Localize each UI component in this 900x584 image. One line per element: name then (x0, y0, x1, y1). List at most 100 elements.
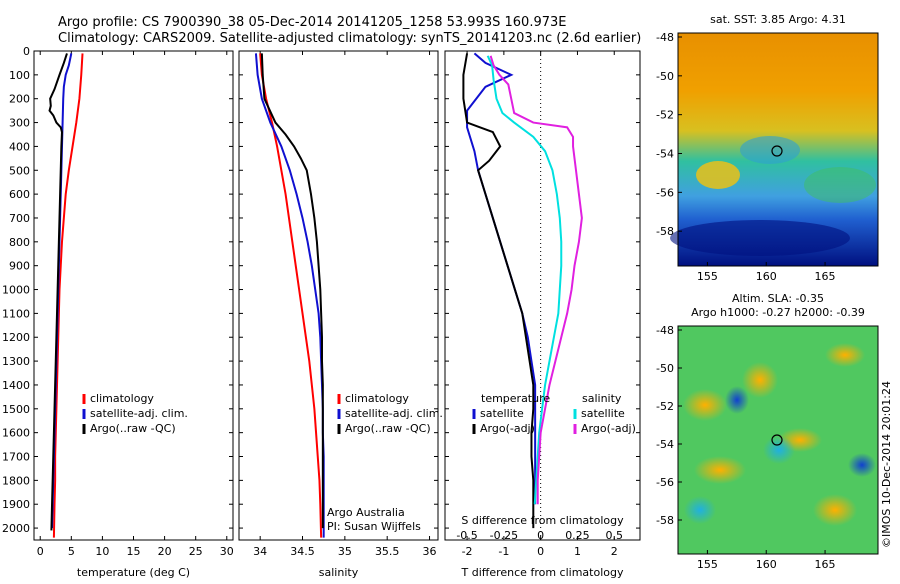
y-tick-label: 300 (9, 117, 30, 130)
y-tick-label: 0 (23, 45, 30, 58)
top-tick-label: 0.25 (565, 529, 590, 542)
sla-map-title1: Altim. SLA: -0.35 (732, 292, 824, 305)
map-x-tick-label: 165 (815, 270, 836, 283)
map-x-tick-label: 165 (815, 558, 836, 571)
credit-text: ©IMOS 10-Dec-2014 20:01:24 (880, 381, 893, 548)
legend-label: Argo(-adj) (480, 422, 535, 435)
top-tick-label: 0 (537, 529, 544, 542)
sla-low-3 (848, 453, 876, 477)
x-axis-label: T difference from climatology (461, 566, 624, 579)
x-tick-label: 1 (574, 545, 581, 558)
x-tick-label: 25 (189, 545, 203, 558)
map-x-tick-label: 155 (697, 270, 718, 283)
map-x-tick-label: 160 (756, 270, 777, 283)
map-y-tick-label: -50 (656, 70, 674, 83)
x-tick-label: 5 (68, 545, 75, 558)
x-tick-label: 34 (253, 545, 267, 558)
y-tick-label: 400 (9, 140, 30, 153)
panel-temperature: 0 5 10 15 20 25 30 temperature (deg C) 0 100 200 30… (2, 45, 234, 579)
legend-label: satellite (581, 407, 625, 420)
y-tick-label: 600 (9, 188, 30, 201)
y-tick-label: 900 (9, 260, 30, 273)
sst-map-title: sat. SST: 3.85 Argo: 4.31 (710, 13, 846, 26)
sla-map: Altim. SLA: -0.35 Argo h1000: -0.27 h200… (656, 292, 879, 571)
x-axis-label: salinity (319, 566, 359, 579)
sla-low-2 (763, 436, 795, 464)
legend-label: Argo(..raw -QC) (90, 422, 176, 435)
y-tick-label: 800 (9, 236, 30, 249)
header-line1: Argo profile: CS 7900390_38 05-Dec-2014 … (58, 15, 566, 30)
x-tick-label: 15 (127, 545, 141, 558)
map-y-tick-label: -56 (656, 186, 674, 199)
map-y-tick-label: -52 (656, 109, 674, 122)
legend-label: climatology (345, 392, 409, 405)
top-tick-label: 0.5 (605, 529, 623, 542)
y-tick-label: 1600 (2, 427, 30, 440)
legend-label: satellite (480, 407, 524, 420)
sla-map-frame (677, 325, 879, 555)
y-tick-label: 1500 (2, 403, 30, 416)
series-line (462, 53, 535, 529)
top-tick-label: -0.25 (490, 529, 518, 542)
map-x-tick-label: 160 (756, 558, 777, 571)
sla-high-2 (742, 362, 778, 398)
map-y-tick-label: -56 (656, 476, 674, 489)
y-tick-label: 1800 (2, 474, 30, 487)
sst-map-frame (677, 32, 879, 267)
series-line (489, 55, 583, 505)
x-tick-label: 35 (338, 545, 352, 558)
x-tick-label: 2 (611, 545, 618, 558)
y-tick-label: 2000 (2, 522, 30, 535)
legend-label: satellite-adj. clim. (90, 407, 188, 420)
sst-argo-marker (771, 145, 783, 157)
series-line (52, 53, 84, 538)
annotation-text: PI: Susan Wijffels (327, 520, 421, 533)
sla-high-5 (825, 343, 865, 367)
sst-warm-eddy (696, 161, 740, 189)
sst-map-axes: -48 -50 -52 -54 -56 -58 155 160 165 (656, 31, 836, 283)
x-tick-label: 30 (220, 545, 234, 558)
legend-label: temperature (481, 392, 550, 405)
legend-label: satellite-adj. clim. (345, 407, 443, 420)
legend-label: salinity (582, 392, 622, 405)
series-line (486, 55, 563, 505)
map-y-tick-label: -48 (656, 31, 674, 44)
sst-green-patch (804, 167, 876, 203)
y-tick-label: 1100 (2, 307, 30, 320)
x-tick-label: 20 (158, 545, 172, 558)
sla-argo-marker (771, 434, 783, 446)
y-tick-label: 1900 (2, 498, 30, 511)
sla-high-3 (694, 456, 746, 484)
legend-label: Argo(-adj) (581, 422, 636, 435)
sst-cool-patch (740, 136, 800, 164)
sla-high-6 (813, 494, 857, 526)
panel-salinity: 34 34.5 35 35.5 36 salinity climatology satelli… (238, 50, 443, 579)
sla-map-title2: Argo h1000: -0.27 h2000: -0.39 (691, 306, 865, 319)
x-tick-label: -2 (462, 545, 473, 558)
panel-difference: -2 -1 0 1 2 T difference from climatology S di… (444, 50, 641, 579)
map-y-tick-label: -54 (656, 438, 674, 451)
y-tick-label: 1300 (2, 355, 30, 368)
annotation-text: Argo Australia (327, 506, 405, 519)
x-tick-label: 10 (95, 545, 109, 558)
y-tick-label: 700 (9, 212, 30, 225)
map-y-tick-label: -48 (656, 324, 674, 337)
x-axis-label: temperature (deg C) (77, 566, 190, 579)
sla-map-axes: -48 -50 -52 -54 -56 -58 155 160 165 (656, 324, 836, 571)
map-y-tick-label: -58 (656, 225, 674, 238)
y-tick-label: 1000 (2, 284, 30, 297)
series-line (48, 53, 68, 531)
x-tick-label: 0 (537, 545, 544, 558)
x-tick-label: -1 (498, 545, 509, 558)
legend-label: Argo(..raw -QC) (345, 422, 431, 435)
map-y-tick-label: -52 (656, 400, 674, 413)
map-y-tick-label: -58 (656, 514, 674, 527)
map-x-tick-label: 155 (697, 558, 718, 571)
y-tick-label: 1400 (2, 379, 30, 392)
sla-low-4 (684, 496, 716, 524)
plot-frame (33, 50, 234, 541)
x-tick-label: 34.5 (290, 545, 315, 558)
